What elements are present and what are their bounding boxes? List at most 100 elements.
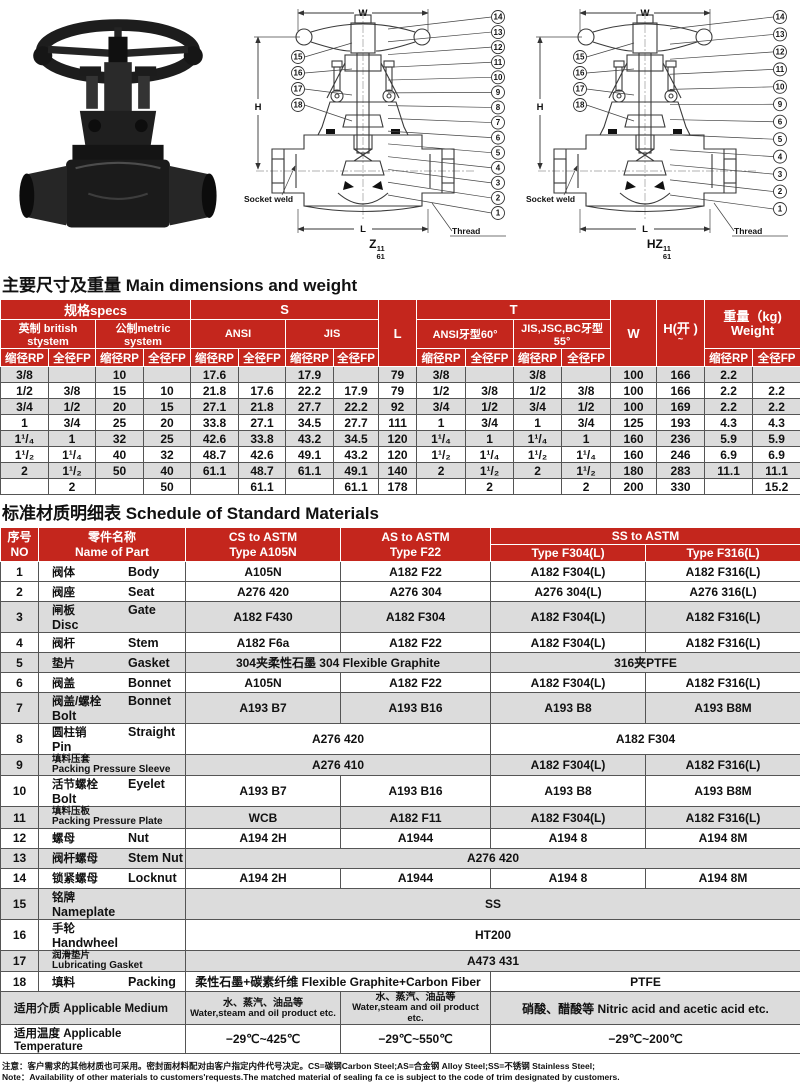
dimensions-cell: 10 [96,367,144,383]
material-cell: A182 F22 [341,673,491,693]
dimensions-cell [239,367,286,383]
material-cell: A182 F304 [491,724,800,755]
material-cell: 316夹PTFE [491,653,800,673]
material-cell: A194 8M [646,868,800,888]
dimensions-cell: 20 [96,399,144,415]
valve-photo-image [12,7,224,253]
dimensions-cell: 17.9 [286,367,334,383]
dimensions-cell: 160 [611,431,657,447]
dimensions-cell: 169 [657,399,705,415]
part-number: 18 [1,972,39,992]
svg-text:9: 9 [496,88,501,97]
dimensions-cell: 49.1 [334,463,379,479]
dimensions-cell: 1/2 [417,383,466,399]
part-number: 12 [1,828,39,848]
material-cell: A182 F430 [186,602,341,633]
dimensions-cell: 33.8 [191,415,239,431]
dimensions-cell [286,479,334,495]
dimensions-cell: 25 [144,431,191,447]
dimensions-cell: 48.7 [239,463,286,479]
dimensions-cell: 1 [466,431,514,447]
dimensions-cell: 236 [657,431,705,447]
svg-text:3: 3 [496,179,501,188]
dimensions-cell: 1 [1,415,49,431]
dim-h-label: H [255,102,262,113]
material-cell: A182 F304(L) [491,633,646,653]
dimensions-cell: 200 [611,479,657,495]
dimensions-cell: 4.3 [705,415,753,431]
material-cell: A182 F11 [341,807,491,828]
dimensions-cell: 25 [96,415,144,431]
dimensions-cell: 61.1 [334,479,379,495]
material-cell: PTFE [491,972,800,992]
dimensions-table: 规格specs S L T W H(开 )~ 重量（kg)Weight 英制 b… [0,299,800,495]
dimensions-cell: 40 [96,447,144,463]
material-cell: −29℃~550℃ [341,1025,491,1054]
dimensions-cell [753,367,800,383]
part-number: 9 [1,755,39,776]
svg-text:13: 13 [494,28,503,37]
dimensions-cell: 3/8 [49,383,96,399]
material-cell: A182 F22 [341,562,491,582]
dimensions-cell: 15 [144,399,191,415]
svg-text:16: 16 [294,69,303,78]
material-cell: A276 410 [186,755,491,776]
material-cell: 304夹柔性石墨 304 Flexible Graphite [186,653,491,673]
part-name: 铭牌Nameplate [39,888,186,919]
dim-l-label: L [360,224,366,235]
dimensions-cell: 21.8 [191,383,239,399]
dimensions-cell: 1¹/₄ [49,447,96,463]
dimensions-cell [705,479,753,495]
material-cell: A182 F304(L) [491,602,646,633]
dimensions-cell: 120 [379,447,417,463]
material-cell: A182 F316(L) [646,633,800,653]
svg-text:18: 18 [576,101,585,110]
footer-label: 适用温度 Applicable Temperature [1,1025,186,1054]
dimensions-cell: 1/2 [466,399,514,415]
material-cell: A182 F316(L) [646,562,800,582]
footnote-line-en: Note：Availability of other materials to … [2,1072,800,1083]
svg-text:8: 8 [496,103,501,112]
part-number: 13 [1,848,39,868]
dimensions-cell: 1/2 [1,383,49,399]
dimensions-cell: 1/2 [514,383,562,399]
svg-text:15: 15 [294,53,303,62]
dimensions-cell: 178 [379,479,417,495]
dimensions-cell [417,479,466,495]
dimensions-cell: 61.1 [286,463,334,479]
thread-label: Thread [734,226,762,236]
svg-text:10: 10 [494,73,503,82]
header-rp: 缩径RP [191,349,239,367]
material-cell: A473 431 [186,950,800,971]
dimensions-cell: 5.9 [705,431,753,447]
svg-text:10: 10 [776,83,785,92]
dimensions-cell: 3/4 [417,399,466,415]
material-cell: A1944 [341,828,491,848]
material-cell: A193 B8 [491,776,646,807]
dimensions-cell [49,367,96,383]
dimensions-cell: 5.9 [753,431,800,447]
dimensions-cell: 1¹/₄ [562,447,611,463]
header-rp: 缩径RP [514,349,562,367]
